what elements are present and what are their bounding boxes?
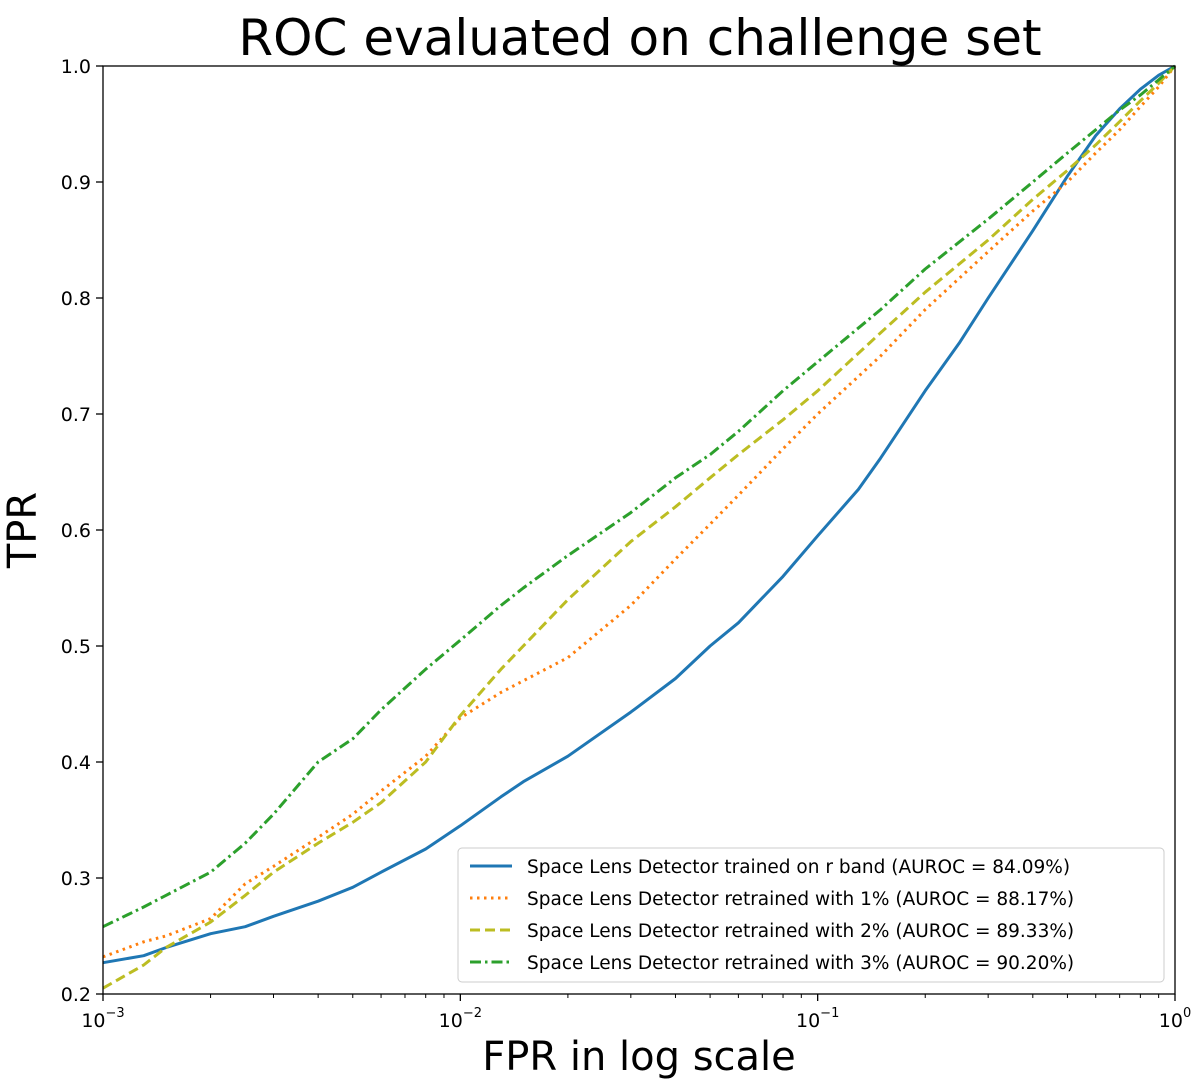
x-tick-label: 10−2 <box>439 1006 482 1032</box>
y-axis-label: TPR <box>0 492 46 569</box>
series-line-4 <box>102 64 1176 929</box>
x-tick-label: 100 <box>1159 1006 1191 1032</box>
y-tick-label: 0.8 <box>61 288 91 310</box>
legend-label-1: Space Lens Detector trained on r band (A… <box>527 857 1070 878</box>
y-tick-label: 0.2 <box>61 984 91 1006</box>
x-axis-label: FPR in log scale <box>482 1034 796 1080</box>
y-tick-label: 0.3 <box>61 868 91 890</box>
legend-label-3: Space Lens Detector retrained with 2% (A… <box>527 921 1074 942</box>
series-line-1 <box>102 64 1176 965</box>
x-axis-ticks: 10−3 10−2 10−1 100 <box>81 994 1191 1032</box>
y-tick-label: 0.5 <box>61 636 91 658</box>
series-line-3 <box>102 64 1177 990</box>
legend: Space Lens Detector trained on r band (A… <box>457 847 1165 983</box>
legend-label-4: Space Lens Detector retrained with 3% (A… <box>527 953 1074 974</box>
x-tick-label: 10−3 <box>81 1006 124 1032</box>
y-tick-label: 1.0 <box>61 56 91 78</box>
y-tick-label: 0.4 <box>61 752 91 774</box>
plot-area <box>103 66 1175 994</box>
legend-box <box>457 847 1165 983</box>
series-line-2 <box>102 65 1177 959</box>
chart-title: ROC evaluated on challenge set <box>238 9 1041 67</box>
y-tick-label: 0.9 <box>61 172 91 194</box>
legend-label-2: Space Lens Detector retrained with 1% (A… <box>527 889 1074 910</box>
series-layer <box>102 64 1177 990</box>
y-tick-label: 0.6 <box>61 520 91 542</box>
y-tick-label: 0.7 <box>61 404 91 426</box>
x-tick-label: 10−1 <box>796 1006 839 1032</box>
y-axis-ticks: 0.2 0.3 0.4 0.5 0.6 0.7 0.8 0.9 1.0 <box>61 56 103 1006</box>
